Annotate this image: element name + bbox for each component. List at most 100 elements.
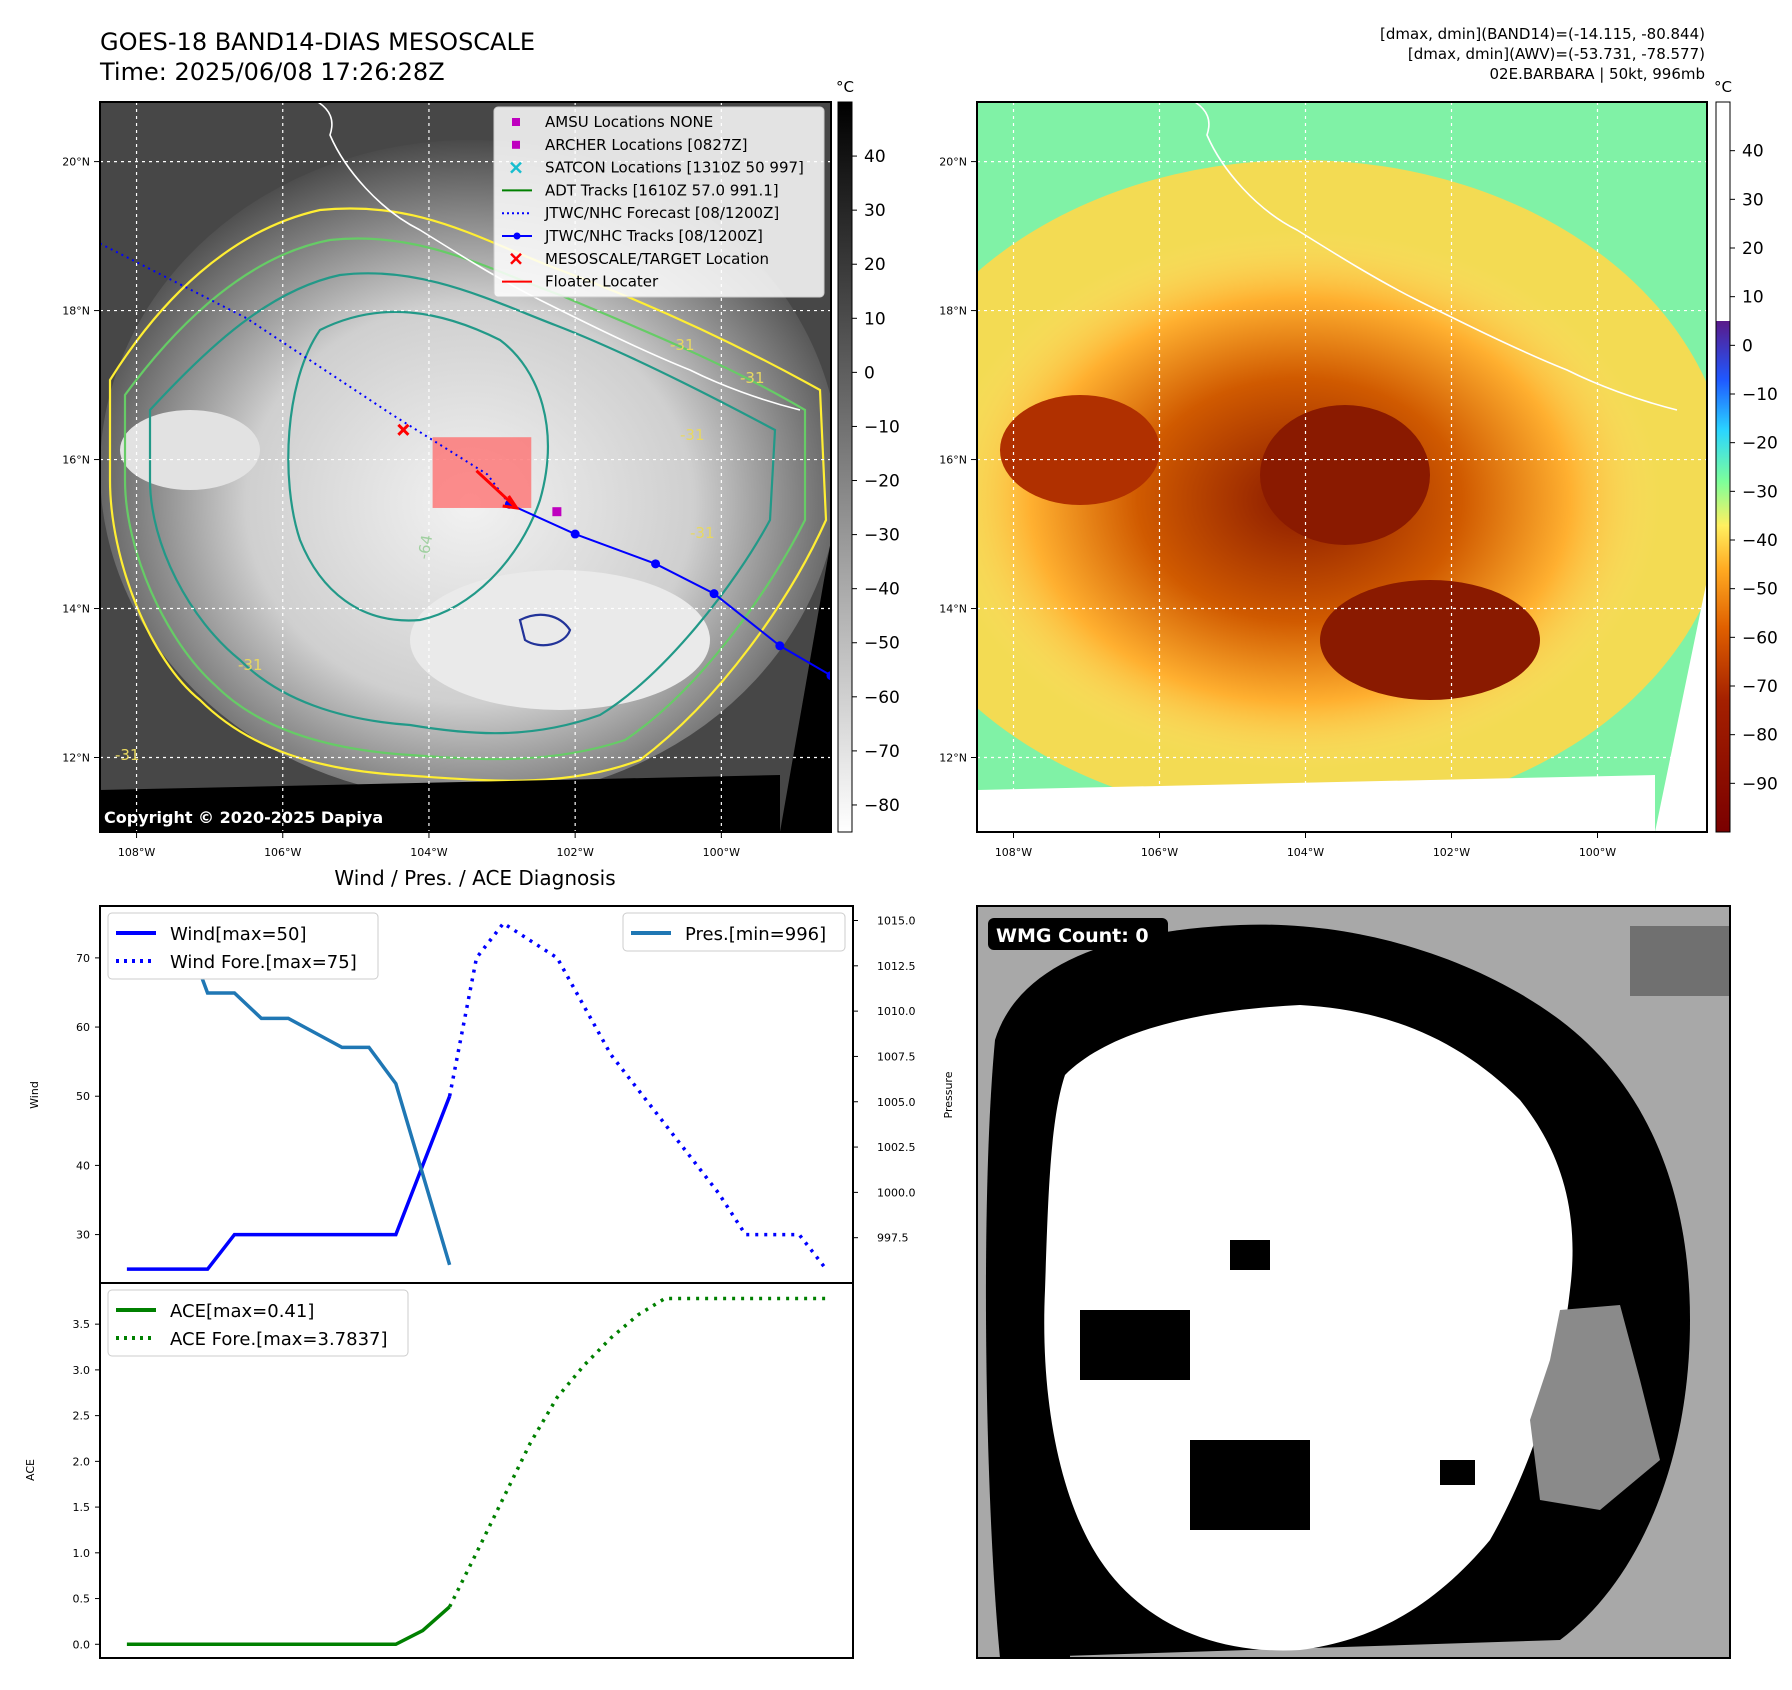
- colorbar-tick-label: 40: [864, 147, 886, 167]
- contour-green: [123, 237, 807, 761]
- y2-tick-label: 1012.5: [877, 960, 916, 973]
- ir-lat-ticks: 20°N 18°N 16°N 14°N 12°N: [62, 156, 100, 765]
- colorbar-tick-label: 30: [1742, 190, 1764, 210]
- forecast-track-line: [100, 242, 511, 505]
- contour-label: -31: [740, 369, 765, 387]
- wmg-black-patch: [1080, 1310, 1190, 1380]
- legend-label: MESOSCALE/TARGET Location: [545, 250, 769, 268]
- no-data-strip: [977, 775, 1655, 832]
- track-point: [570, 529, 580, 539]
- color-colorbar-unit: °C: [1714, 78, 1732, 96]
- lon-tick-label: 106°W: [264, 846, 301, 859]
- lon-tick-label: 108°W: [995, 846, 1032, 859]
- pressure-legend-box: [622, 912, 846, 952]
- legend-marker-square: [512, 118, 520, 126]
- target-x-stroke: [397, 423, 410, 436]
- track-point: [651, 559, 661, 569]
- ir-cloud-band: [410, 570, 710, 710]
- lon-tick-label: 100°W: [703, 846, 740, 859]
- legend-label: JTWC/NHC Tracks [08/1200Z]: [544, 227, 763, 245]
- archer-location-marker: [552, 507, 562, 517]
- track-point: [826, 671, 831, 681]
- legend-marker-dot: [513, 232, 521, 240]
- colorbar-tick-label: −80: [864, 796, 900, 816]
- lon-tick-label: 102°W: [1433, 846, 1470, 859]
- contour-label: -64: [414, 533, 436, 560]
- legend-marker-x: [510, 161, 522, 174]
- y-tick-label: 3.0: [73, 1364, 91, 1377]
- diagnosis-title: Wind / Pres. / ACE Diagnosis: [334, 866, 615, 890]
- y-tick-label: 1.0: [73, 1547, 91, 1560]
- ir-cloud-band: [120, 410, 260, 490]
- y-tick-label: 0.5: [73, 1593, 91, 1606]
- legend-label: AMSU Locations NONE: [545, 113, 713, 131]
- track-point: [709, 589, 719, 599]
- color-cloud-west: [1000, 395, 1160, 505]
- wind-legend-box: [107, 912, 379, 980]
- colorbar-tick-label: 0: [1742, 336, 1753, 356]
- y2-tick-label: 1005.0: [877, 1096, 916, 1109]
- y-tick-label: 30: [76, 1229, 90, 1242]
- wmg-black-patch: [1190, 1440, 1310, 1530]
- wmg-gray-patch: [1630, 926, 1730, 996]
- wmg-black-patch: [1000, 1560, 1070, 1658]
- y-tick-label: 2.5: [73, 1410, 91, 1423]
- wmg-count-badge: [988, 918, 1168, 950]
- ace-fore-legend-label: ACE Fore.[max=3.7837]: [170, 1329, 388, 1350]
- color-cloud-core: [1260, 405, 1430, 545]
- ir-map-frame: [99, 101, 832, 833]
- ir-lon-ticks: 108°W 106°W 104°W 102°W 100°W: [118, 832, 740, 859]
- colorbar-tick-label: −50: [864, 634, 900, 654]
- lon-tick-label: 102°W: [556, 846, 593, 859]
- color-lon-ticks: 108°W 106°W 104°W 102°W 100°W: [995, 832, 1616, 859]
- colorbar-tick-label: 20: [864, 255, 886, 275]
- series-line-1: [448, 1296, 827, 1608]
- ir-map-panel: -64 -31 -31 -31 -31 -31 -31 Copyright © …: [62, 101, 832, 859]
- y-tick-label: 3.5: [73, 1318, 91, 1331]
- lon-tick-label: 108°W: [118, 846, 155, 859]
- no-data-wedge: [780, 540, 831, 832]
- contour-label: -31: [238, 656, 263, 674]
- ace-axis-label: ACE: [24, 1459, 37, 1481]
- contour-teal-inner: [287, 310, 549, 622]
- lat-tick-label: 18°N: [62, 305, 90, 318]
- ace-chart: 3.5 3.0 2.5 2.0 1.5 1.0 0.5 0.0 ACE ACE[max=0.4…: [24, 1282, 854, 1659]
- color-colorbar: °C 40 30 20 10 0 −10 −20 −30 −40 −50 −60 −70 −80 −90: [1714, 78, 1778, 833]
- colorbar-tick-label: −50: [1742, 580, 1778, 600]
- coastline: [1194, 102, 1678, 411]
- y-tick-label: 50: [76, 1090, 90, 1103]
- series-line-0: [126, 1605, 451, 1647]
- no-data-wedge: [1655, 580, 1707, 832]
- legend-marker-x: [510, 252, 522, 265]
- lat-tick-label: 12°N: [939, 752, 967, 765]
- wmg-white-core: [1044, 1005, 1573, 1651]
- colorbar-tick-label: −60: [1742, 628, 1778, 648]
- colorbar-tick-label: −90: [1742, 774, 1778, 794]
- stats-awv: [dmax, dmin](AWV)=(-53.731, -78.577): [1408, 45, 1705, 63]
- y2-tick-label: 1002.5: [877, 1141, 916, 1154]
- y-tick-label: 2.0: [73, 1455, 91, 1468]
- ace-legend: ACE[max=0.41] ACE Fore.[max=3.7837]: [107, 1289, 409, 1357]
- colorbar-tick-label: −70: [864, 742, 900, 762]
- lat-tick-label: 20°N: [939, 156, 967, 169]
- pressure-axis-label: Pressure: [942, 1071, 955, 1118]
- lon-tick-label: 104°W: [410, 846, 447, 859]
- ir-colorbar: °C 40 30 20 10 0 −10 −20 −30 −40 −50 −60 −70 −80: [836, 78, 900, 833]
- y2-tick-label: 1000.0: [877, 1186, 916, 1199]
- y2-tick-label: 1007.5: [877, 1050, 916, 1063]
- legend-label: Floater Locater: [545, 273, 659, 291]
- colorbar-tick-label: −70: [1742, 677, 1778, 697]
- wind-pressure-chart: 70 60 50 40 30 1015.0 1012.5 1010.0 1007.5 1005.0…: [28, 905, 955, 1284]
- ir-colorbar-gradient: [837, 101, 853, 833]
- colorbar-tick-label: 10: [1742, 288, 1764, 308]
- lat-tick-label: 20°N: [62, 156, 90, 169]
- wind-legend: Wind[max=50] Wind Fore.[max=75]: [107, 912, 379, 980]
- y-tick-label: 70: [76, 952, 90, 965]
- pressure-legend-label: Pres.[min=996]: [685, 924, 826, 945]
- contour-label: -31: [690, 524, 715, 542]
- colorbar-tick-label: −10: [1742, 385, 1778, 405]
- color-cloud-band: [1320, 580, 1540, 700]
- colorbar-tick-label: −20: [1742, 434, 1778, 454]
- lon-tick-label: 104°W: [1287, 846, 1324, 859]
